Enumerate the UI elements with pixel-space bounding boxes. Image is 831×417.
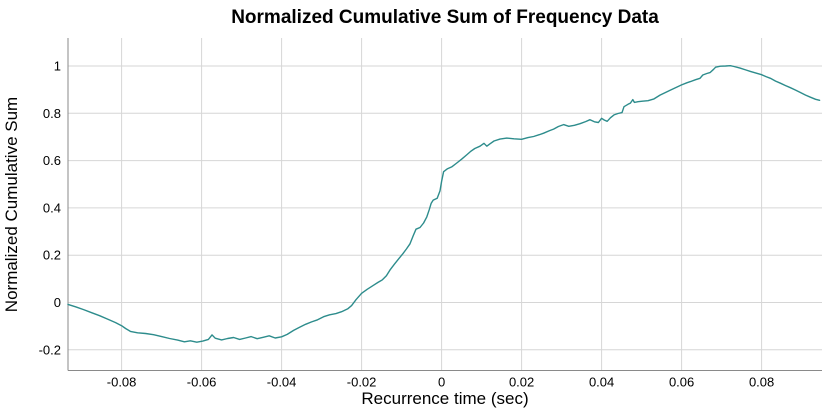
y-tick-label: 0.8 bbox=[43, 106, 61, 121]
y-axis-label: Normalized Cumulative Sum bbox=[2, 96, 21, 313]
x-tick-label: 0.06 bbox=[669, 375, 694, 390]
series-line bbox=[67, 64, 821, 343]
x-tick-label: 0.08 bbox=[749, 375, 774, 390]
x-tick-label: -0.04 bbox=[267, 375, 297, 390]
x-tick-label: -0.02 bbox=[347, 375, 377, 390]
x-tick-label: -0.08 bbox=[107, 375, 137, 390]
y-tick-label: 0 bbox=[54, 295, 61, 310]
chart-title: Normalized Cumulative Sum of Frequency D… bbox=[231, 7, 659, 28]
y-tick-label: 0.4 bbox=[43, 200, 61, 215]
x-tick-label: 0.04 bbox=[589, 375, 614, 390]
y-tick-label: 0.2 bbox=[43, 248, 61, 263]
x-tick-label: 0.02 bbox=[509, 375, 534, 390]
x-tick-label: 0 bbox=[438, 375, 445, 390]
x-tick-label: -0.06 bbox=[187, 375, 217, 390]
y-tick-label: 0.6 bbox=[43, 153, 61, 168]
y-tick-label: 1 bbox=[54, 58, 61, 73]
y-tick-label: -0.2 bbox=[39, 342, 61, 357]
x-axis-label: Recurrence time (sec) bbox=[361, 389, 529, 408]
